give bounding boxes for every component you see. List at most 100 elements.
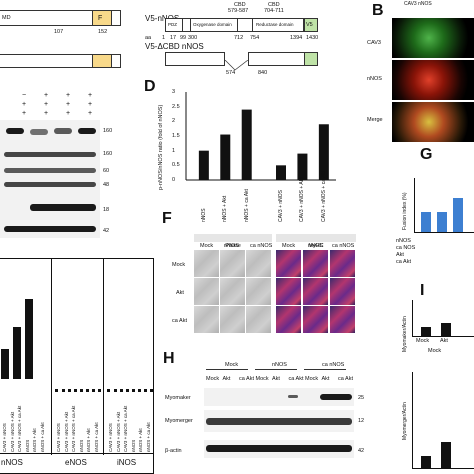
wb-band: [54, 128, 72, 134]
phase-image: [246, 250, 271, 277]
cbd2-label: CBD: [268, 2, 280, 8]
n1430: 1430: [306, 35, 319, 41]
f-header-phase: Phase: [194, 234, 272, 249]
i-chart-2: [412, 372, 474, 469]
domain-bar-b: [0, 54, 121, 68]
h-marker: 12: [358, 418, 365, 424]
myhc-image: [276, 306, 301, 333]
b-col-header: CAV3 nNOS: [404, 1, 432, 7]
i-chart-1: [412, 300, 474, 337]
i-cat: Mock: [416, 338, 430, 344]
ll-xlabel: nNOS: [130, 439, 136, 452]
wb-sign: +: [88, 92, 93, 99]
wb-sign: −: [22, 92, 27, 99]
d-xlabel: nNOS + Akt: [222, 195, 229, 222]
h-lane: Akt: [321, 376, 330, 382]
d-xlabel: nNOS: [200, 208, 207, 222]
v5-nnos-title: V5-nNOS: [145, 14, 180, 23]
deletion-lines: [225, 60, 249, 71]
h-row: Myomaker: [165, 395, 191, 401]
phase-image: [220, 306, 245, 333]
d-axis-box: [185, 92, 336, 181]
ll-xlabel: CAV3 + nNOS: [108, 423, 113, 452]
i-bar: [441, 442, 451, 468]
cbd2-range: 704-711: [264, 8, 284, 14]
i-ylabel-1: Myomaker/Actin: [402, 316, 408, 352]
h-lane: Akt: [272, 376, 280, 382]
f-col: nNOS: [308, 243, 323, 249]
myhc-label: MyHC: [308, 243, 324, 249]
d-bar: [198, 150, 209, 180]
h-lane: Mock: [305, 376, 319, 382]
h-row: β-actin: [165, 448, 182, 454]
h-band: [320, 394, 352, 400]
myhc-image: [303, 250, 328, 277]
ll-bar: [1, 349, 9, 379]
n712: 712: [234, 35, 244, 41]
d-ytick: 1.5: [172, 133, 180, 139]
i-bar: [441, 323, 451, 336]
lower-left-panel: [0, 258, 154, 455]
ll-group: eNOS: [65, 458, 87, 467]
delta-v5-tag: [304, 52, 318, 66]
d-xlabel: CAV3 + nNOS + Akt: [299, 177, 306, 222]
n17: 17: [170, 35, 177, 41]
ll-xlabel: CAV3 + nNOS: [56, 423, 61, 452]
phase-image: [246, 306, 271, 333]
wb-marker: 42: [103, 228, 110, 234]
wb-band: [4, 152, 96, 157]
myhc-image: [303, 278, 328, 305]
f-label: F: [98, 15, 103, 22]
wb-band: [6, 128, 24, 134]
ll-xlabel: CAV3 + nNOS + Akt: [9, 411, 15, 452]
panel-f-label: F: [162, 210, 172, 227]
ll-xlabel: CAV3 + nNOS + ca Akt: [71, 405, 76, 452]
n99: 99: [180, 35, 187, 41]
ll-baseline: [107, 389, 153, 392]
myhc-image: [330, 306, 355, 333]
g-row-label: ca NOS: [396, 245, 416, 251]
ll-xlabel: nNOS: [78, 439, 84, 452]
n1394: 1394: [290, 35, 303, 41]
d-ytick: 0.5: [172, 162, 180, 169]
panel-d-label: D: [144, 78, 156, 95]
b-row-merge: Merge: [367, 117, 383, 123]
wb-marker: 60: [103, 168, 110, 174]
h-blot-myomaker: [204, 388, 354, 406]
h-group: ca nNOS: [322, 362, 345, 368]
d-ytick: 1: [172, 147, 176, 154]
aa-label: aa: [145, 35, 152, 41]
wb-marker: 18: [103, 207, 110, 213]
n1: 1: [162, 35, 166, 41]
divider: [103, 259, 104, 455]
ll-xlabel: nNOS + ca Akt: [39, 422, 45, 452]
d-chart-svg: [185, 92, 336, 181]
wb-sign: +: [66, 92, 71, 99]
d-bar: [318, 124, 329, 180]
pdz-label: PDZ: [168, 22, 177, 27]
wb-sign: +: [22, 101, 27, 108]
b-row-nnos: nNOS: [367, 76, 382, 82]
h-lane: ca Akt: [239, 376, 254, 382]
delta-cbd-title: V5-ΔCBD nNOS: [145, 42, 204, 51]
wb-sign: +: [66, 110, 71, 117]
phase-image: [194, 306, 219, 333]
i-ylabel-2: Myomerger/Actin: [402, 402, 408, 440]
f-col: ca nNOS: [250, 243, 273, 249]
panel-h-label: H: [163, 350, 175, 367]
i-bar: [421, 327, 431, 336]
ll-xlabel: nNOS + ca Akt: [93, 422, 99, 452]
panel-i-label: I: [420, 282, 425, 299]
v5-label: V5: [306, 22, 313, 28]
phase-image: [246, 278, 271, 305]
d-ylabel: p-nNOS/nNOS ratio (fold of nNOS): [158, 104, 164, 190]
h-row: Myomerger: [165, 418, 193, 424]
ll-xlabel: CAV3 + nNOS + ca Akt: [123, 405, 128, 452]
wb-sign: +: [22, 110, 27, 117]
cav3-image: [392, 18, 474, 58]
del-start: 574: [226, 70, 236, 76]
d-xlabel: CAV3 + nNOS + ca Akt: [320, 170, 327, 222]
ll-xlabel: nNOS + Akt: [138, 428, 143, 452]
h-lane: Mock: [206, 376, 220, 382]
h-group-line: [304, 369, 346, 370]
